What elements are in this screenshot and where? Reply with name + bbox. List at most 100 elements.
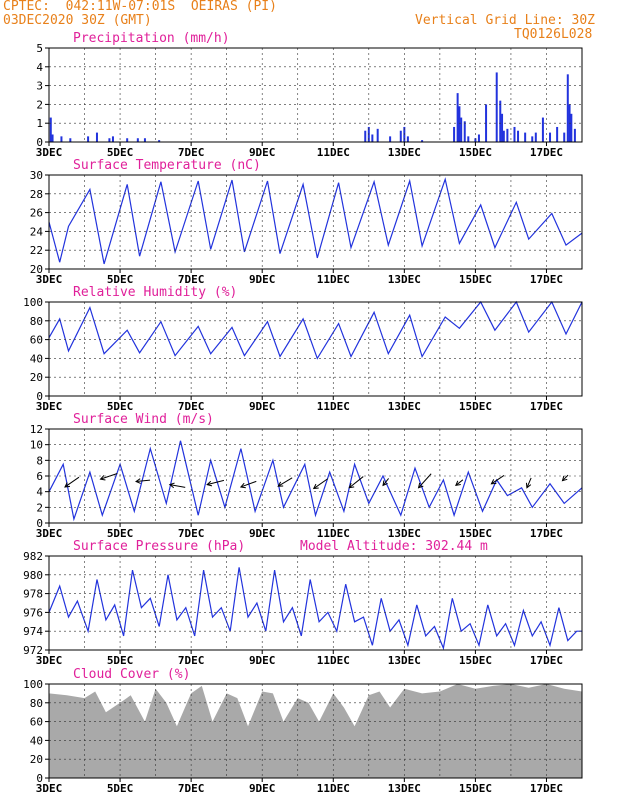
wind-arrow-head — [525, 482, 532, 489]
precip-bar — [399, 130, 402, 142]
precip-bar — [499, 100, 502, 142]
cloud-area — [49, 684, 582, 778]
x-tick-label: 7DEC — [178, 654, 205, 667]
y-tick-label: 100 — [23, 296, 43, 309]
rh-line — [48, 300, 583, 360]
header-grid-line: Vertical Grid Line: 30Z — [415, 13, 596, 28]
press-title: Surface Pressure (hPa) — [73, 539, 245, 554]
y-tick-label: 80 — [30, 315, 43, 328]
precip-bar — [495, 72, 498, 142]
y-tick-label: 0 — [36, 136, 43, 149]
y-tick-label: 978 — [23, 588, 43, 601]
y-tick-label: 982 — [23, 550, 43, 563]
y-tick-label: 28 — [30, 188, 43, 201]
rh-title: Relative Humidity (%) — [73, 285, 237, 300]
y-tick-label: 20 — [30, 753, 43, 766]
x-tick-label: 17DEC — [530, 273, 563, 286]
precip-bar — [485, 104, 488, 142]
wind-arrow-head — [455, 480, 461, 487]
wind-arrow-head — [382, 480, 388, 487]
wind-arrow — [240, 480, 257, 488]
y-tick-label: 26 — [30, 207, 43, 220]
header-date: 03DEC2020 30Z (GMT) — [3, 13, 152, 28]
x-tick-label: 7DEC — [178, 146, 205, 159]
x-tick-label: 15DEC — [459, 146, 492, 159]
precip-bar — [421, 140, 424, 142]
precip-bar — [474, 138, 477, 142]
wind-arrow-head — [561, 475, 568, 482]
wind-arrow — [100, 473, 118, 480]
wind-arrow — [562, 474, 569, 482]
y-tick-label: 974 — [23, 625, 43, 638]
wind-arrow-head — [312, 483, 319, 490]
x-tick-label: 9DEC — [249, 654, 276, 667]
precip-bar — [136, 138, 139, 142]
precip-bar — [549, 132, 552, 142]
x-tick-label: 11DEC — [317, 782, 350, 795]
cloud-frame — [48, 683, 583, 779]
precip-bar — [534, 132, 537, 142]
press-line — [48, 567, 582, 651]
wind-arrow — [277, 477, 293, 487]
y-tick-label: 0 — [36, 390, 43, 403]
wind-arrow-head — [99, 475, 106, 481]
x-tick-label: 3DEC — [36, 782, 63, 795]
y-tick-label: 8 — [36, 454, 43, 467]
precip-bar — [467, 136, 470, 142]
x-tick-label: 7DEC — [178, 782, 205, 795]
x-tick-label: 5DEC — [107, 782, 134, 795]
y-tick-label: 4 — [36, 486, 43, 499]
x-tick-label: 15DEC — [459, 400, 492, 413]
precip-bar — [502, 130, 505, 142]
wind-arrow — [207, 479, 225, 486]
y-tick-label: 5 — [36, 42, 43, 55]
x-tick-label: 13DEC — [388, 400, 421, 413]
x-tick-label: 3DEC — [36, 273, 63, 286]
wind-arrow — [64, 476, 80, 488]
precip-bar — [463, 121, 466, 142]
x-tick-label: 15DEC — [459, 527, 492, 540]
precip-bar — [570, 113, 573, 142]
y-tick-label: 0 — [36, 772, 43, 785]
precip-bar — [513, 126, 516, 142]
y-tick-label: 22 — [30, 244, 43, 257]
precip-bar — [158, 140, 161, 142]
x-tick-label: 15DEC — [459, 273, 492, 286]
wind-arrow — [169, 484, 186, 488]
x-tick-label: 7DEC — [178, 400, 205, 413]
x-tick-label: 13DEC — [388, 782, 421, 795]
x-tick-label: 13DEC — [388, 527, 421, 540]
precip-title: Precipitation (mm/h) — [73, 31, 230, 46]
x-tick-label: 3DEC — [36, 146, 63, 159]
y-tick-label: 30 — [30, 169, 43, 182]
x-tick-label: 11DEC — [317, 400, 350, 413]
press-annotation: Model Altitude: 302.44 m — [300, 539, 488, 554]
y-tick-label: 4 — [36, 61, 43, 74]
wind-arrow — [455, 479, 464, 486]
precip-bar — [111, 136, 114, 142]
precip-panel: Precipitation (mm/h) 0 1 2 3 4 5 3DEC 5DEC 7DEC 9D… — [36, 31, 583, 159]
x-tick-label: 11DEC — [317, 527, 350, 540]
wind-arrow — [382, 478, 390, 486]
x-tick-label: 13DEC — [388, 146, 421, 159]
y-tick-label: 976 — [23, 606, 43, 619]
x-tick-label: 17DEC — [530, 782, 563, 795]
precip-bar — [541, 117, 544, 142]
x-tick-label: 11DEC — [317, 654, 350, 667]
y-tick-label: 60 — [30, 716, 43, 729]
wind-arrow-head — [277, 481, 284, 487]
precip-bar — [389, 136, 392, 142]
precip-bar — [477, 134, 480, 142]
wind-arrow-head — [417, 482, 424, 489]
y-tick-label: 972 — [23, 644, 43, 657]
wind-panel: Surface Wind (m/s) 0 2 4 6 8 10 12 3DEC 5DEC 7DEC 9… — [30, 412, 583, 540]
y-tick-label: 980 — [23, 569, 43, 582]
temp-frame — [48, 174, 583, 270]
precip-bar — [524, 132, 527, 142]
y-tick-label: 3 — [36, 80, 43, 93]
wind-title: Surface Wind (m/s) — [73, 412, 214, 427]
rh-panel: Relative Humidity (%) 0 20 40 60 80 100 3DEC 5DE… — [23, 285, 583, 413]
x-tick-label: 5DEC — [107, 146, 134, 159]
x-tick-label: 11DEC — [317, 146, 350, 159]
wind-arrow — [348, 476, 364, 489]
